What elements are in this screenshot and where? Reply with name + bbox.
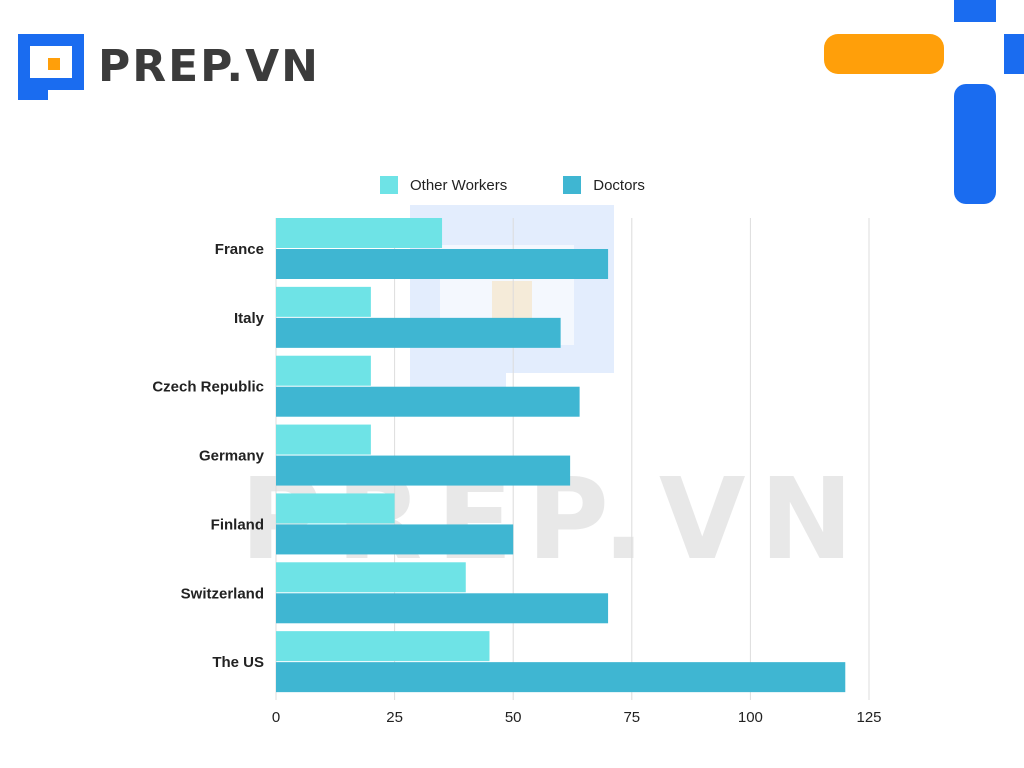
- bar-other-workers: [276, 562, 466, 593]
- bar-doctors: [276, 386, 580, 417]
- bar-other-workers: [276, 286, 371, 317]
- bar-other-workers: [276, 218, 443, 248]
- bar-other-workers: [276, 424, 371, 455]
- bar-other-workers: [276, 493, 395, 524]
- category-label: Finland: [211, 516, 264, 533]
- category-label: Italy: [234, 310, 265, 327]
- category-label: Germany: [199, 448, 265, 465]
- bar-doctors: [276, 593, 609, 624]
- decorative-cross-icon: [824, 0, 1024, 204]
- bar-doctors: [276, 317, 561, 348]
- brand-logo: PREP.VN: [18, 34, 320, 100]
- x-tick-label: 125: [856, 709, 881, 726]
- category-label: The US: [212, 654, 264, 671]
- bar-doctors: [276, 662, 846, 693]
- legend-swatch: [380, 176, 398, 194]
- legend-label: Other Workers: [410, 176, 508, 194]
- bar-doctors: [276, 249, 609, 279]
- x-tick-label: 0: [272, 709, 280, 726]
- legend-item-other-workers: Other Workers: [380, 176, 507, 194]
- x-tick-label: 25: [386, 709, 403, 726]
- category-label: France: [215, 241, 264, 258]
- bar-other-workers: [276, 631, 490, 662]
- legend-swatch: [563, 176, 582, 194]
- legend-label: Doctors: [593, 176, 645, 194]
- brand-name: PREP.VN: [98, 41, 320, 92]
- x-tick-label: 50: [505, 709, 522, 726]
- category-label: Czech Republic: [152, 379, 264, 396]
- bar-doctors: [276, 524, 514, 555]
- prep-logo-icon: [18, 34, 84, 100]
- category-label: Switzerland: [181, 585, 264, 602]
- x-tick-label: 100: [738, 709, 763, 726]
- bar-doctors: [276, 455, 571, 486]
- x-tick-label: 75: [623, 709, 640, 726]
- legend-item-doctors: Doctors: [563, 176, 645, 194]
- bar-other-workers: [276, 355, 371, 386]
- chart-legend: Other Workers Doctors: [380, 176, 701, 194]
